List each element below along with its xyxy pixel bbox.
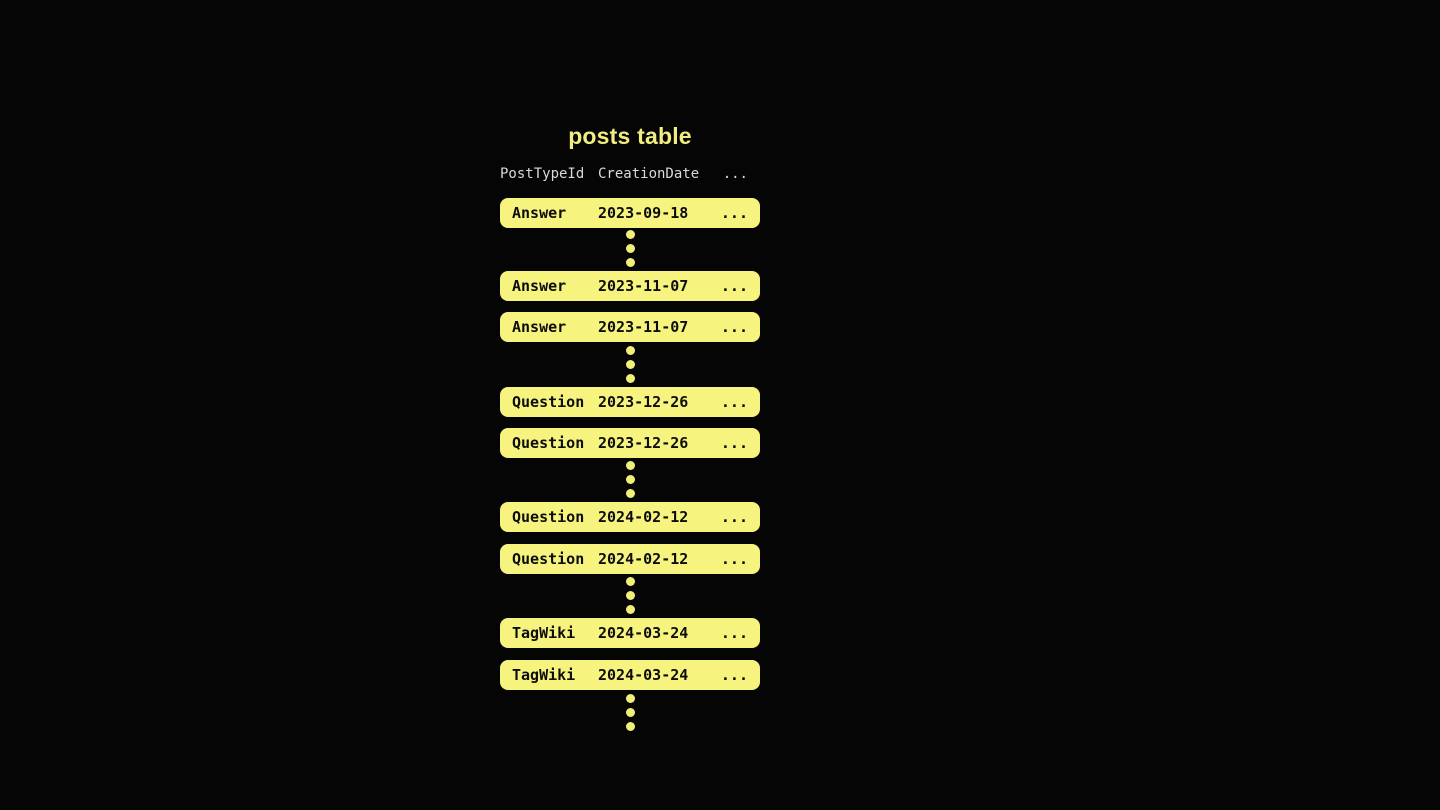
ellipsis-dot bbox=[625, 461, 635, 470]
table-row: Question 2024-02-12 ... bbox=[500, 544, 760, 574]
table-row: Question 2023-12-26 ... bbox=[500, 387, 760, 417]
table-row: TagWiki 2024-03-24 ... bbox=[500, 618, 760, 648]
vertical-ellipsis bbox=[625, 230, 635, 267]
cell-more: ... bbox=[720, 666, 748, 684]
vertical-ellipsis bbox=[625, 694, 635, 731]
ellipsis-dot bbox=[625, 230, 635, 239]
table-row: Answer 2023-11-07 ... bbox=[500, 312, 760, 342]
cell-post-type: Answer bbox=[512, 204, 567, 222]
table-row: Answer 2023-11-07 ... bbox=[500, 271, 760, 301]
cell-creation-date: 2023-12-26 bbox=[598, 393, 689, 411]
header-more-columns: ... bbox=[722, 166, 748, 182]
cell-more: ... bbox=[720, 204, 748, 222]
ellipsis-dot bbox=[625, 722, 635, 731]
ellipsis-dot bbox=[625, 475, 635, 484]
vertical-ellipsis bbox=[625, 577, 635, 614]
cell-more: ... bbox=[720, 508, 748, 526]
cell-post-type: Question bbox=[512, 434, 585, 452]
cell-creation-date: 2023-11-07 bbox=[598, 318, 689, 336]
ellipsis-dot bbox=[625, 708, 635, 717]
cell-more: ... bbox=[720, 434, 748, 452]
table-header: PostTypeId CreationDate ... bbox=[500, 166, 760, 184]
cell-creation-date: 2024-02-12 bbox=[598, 550, 689, 568]
table-row: Answer 2023-09-18 ... bbox=[500, 198, 760, 228]
ellipsis-dot bbox=[625, 244, 635, 253]
ellipsis-dot bbox=[625, 591, 635, 600]
cell-creation-date: 2024-03-24 bbox=[598, 624, 689, 642]
cell-creation-date: 2023-11-07 bbox=[598, 277, 689, 295]
table-row: TagWiki 2024-03-24 ... bbox=[500, 660, 760, 690]
cell-post-type: Question bbox=[512, 550, 585, 568]
ellipsis-dot bbox=[625, 694, 635, 703]
cell-post-type: Question bbox=[512, 393, 585, 411]
cell-more: ... bbox=[720, 550, 748, 568]
table-row: Question 2023-12-26 ... bbox=[500, 428, 760, 458]
ellipsis-dot bbox=[625, 577, 635, 586]
vertical-ellipsis bbox=[625, 461, 635, 498]
cell-post-type: Answer bbox=[512, 318, 567, 336]
table-row: Question 2024-02-12 ... bbox=[500, 502, 760, 532]
ellipsis-dot bbox=[625, 489, 635, 498]
ellipsis-dot bbox=[625, 258, 635, 267]
header-post-type: PostTypeId bbox=[500, 166, 585, 182]
cell-more: ... bbox=[720, 624, 748, 642]
cell-post-type: Question bbox=[512, 508, 585, 526]
ellipsis-dot bbox=[625, 374, 635, 383]
header-creation-date: CreationDate bbox=[598, 166, 700, 182]
ellipsis-dot bbox=[625, 605, 635, 614]
cell-more: ... bbox=[720, 318, 748, 336]
vertical-ellipsis bbox=[625, 346, 635, 383]
cell-creation-date: 2023-12-26 bbox=[598, 434, 689, 452]
cell-post-type: TagWiki bbox=[512, 666, 576, 684]
ellipsis-dot bbox=[625, 360, 635, 369]
ellipsis-dot bbox=[625, 346, 635, 355]
cell-more: ... bbox=[720, 277, 748, 295]
cell-creation-date: 2023-09-18 bbox=[598, 204, 689, 222]
cell-creation-date: 2024-02-12 bbox=[598, 508, 689, 526]
page-title: posts table bbox=[568, 123, 692, 149]
cell-post-type: Answer bbox=[512, 277, 567, 295]
cell-creation-date: 2024-03-24 bbox=[598, 666, 689, 684]
cell-post-type: TagWiki bbox=[512, 624, 576, 642]
cell-more: ... bbox=[720, 393, 748, 411]
